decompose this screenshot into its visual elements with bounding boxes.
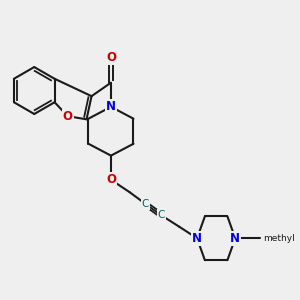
Text: O: O xyxy=(63,110,73,123)
Text: C: C xyxy=(142,199,149,209)
Text: N: N xyxy=(192,232,202,245)
Text: N: N xyxy=(230,232,240,245)
Text: C: C xyxy=(158,210,165,220)
Text: O: O xyxy=(106,173,116,186)
Text: N: N xyxy=(106,100,116,113)
Text: O: O xyxy=(106,51,116,64)
Text: methyl: methyl xyxy=(263,234,295,243)
